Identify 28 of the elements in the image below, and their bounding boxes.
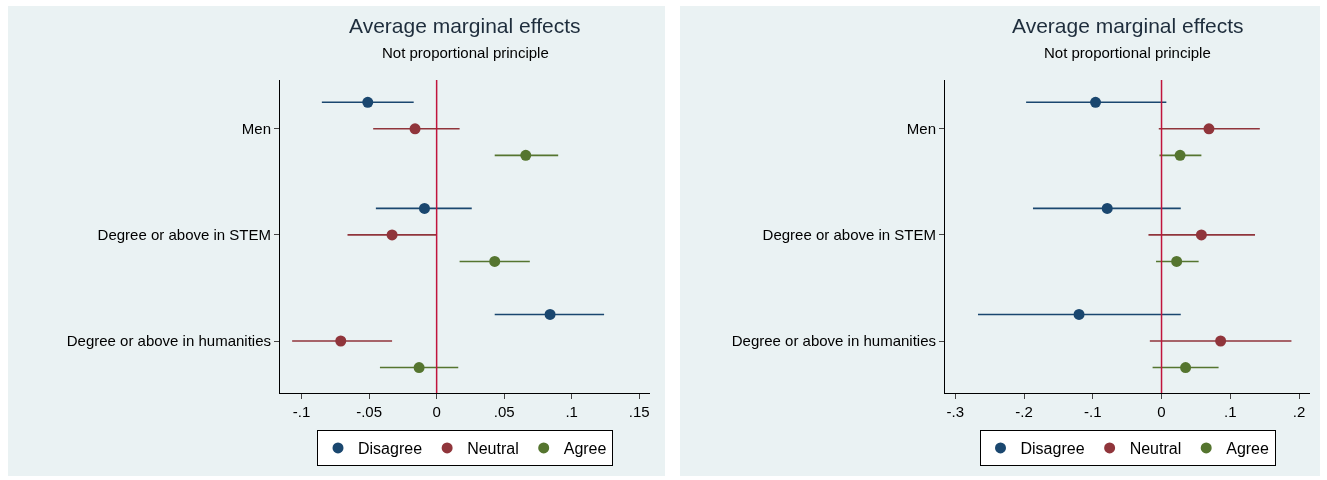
x-tick-label: .05 <box>493 403 515 420</box>
y-tick-label: Men <box>241 120 271 138</box>
x-tick-label: -.2 <box>1015 403 1033 420</box>
x-tick-label: -.3 <box>946 403 965 420</box>
y-tick-label: Degree or above in STEM <box>97 226 271 244</box>
legend-label: Disagree <box>1020 440 1085 458</box>
x-tick-label: 0 <box>432 403 441 420</box>
legend-label: Neutral <box>1129 440 1182 458</box>
x-tick-label: -.05 <box>356 403 383 420</box>
legend-label: Neutral <box>467 440 519 458</box>
x-tick-label: .2 <box>1292 403 1306 420</box>
chart-title: Average marginal effects <box>1012 14 1244 37</box>
x-tick-label: .15 <box>628 403 650 420</box>
chart-subtitle: Not proportional principle <box>382 44 549 61</box>
legend-label: Agree <box>563 440 607 458</box>
x-tick-label: 0 <box>1157 403 1166 420</box>
x-tick-label: -.1 <box>1084 403 1102 420</box>
legend-label: Disagree <box>358 440 423 458</box>
legend-label: Agree <box>1226 440 1270 458</box>
y-tick-label: Degree or above in humanities <box>731 332 936 350</box>
x-tick-label: -.1 <box>292 403 311 420</box>
x-tick-label: .1 <box>1224 403 1237 420</box>
y-tick-label: Degree or above in STEM <box>762 226 936 244</box>
chart-title: Average marginal effects <box>349 14 581 37</box>
y-tick-label: Men <box>906 120 936 138</box>
y-tick-label: Degree or above in humanities <box>66 332 271 350</box>
chart-subtitle: Not proportional principle <box>1044 44 1211 61</box>
x-tick-label: .1 <box>565 403 578 420</box>
